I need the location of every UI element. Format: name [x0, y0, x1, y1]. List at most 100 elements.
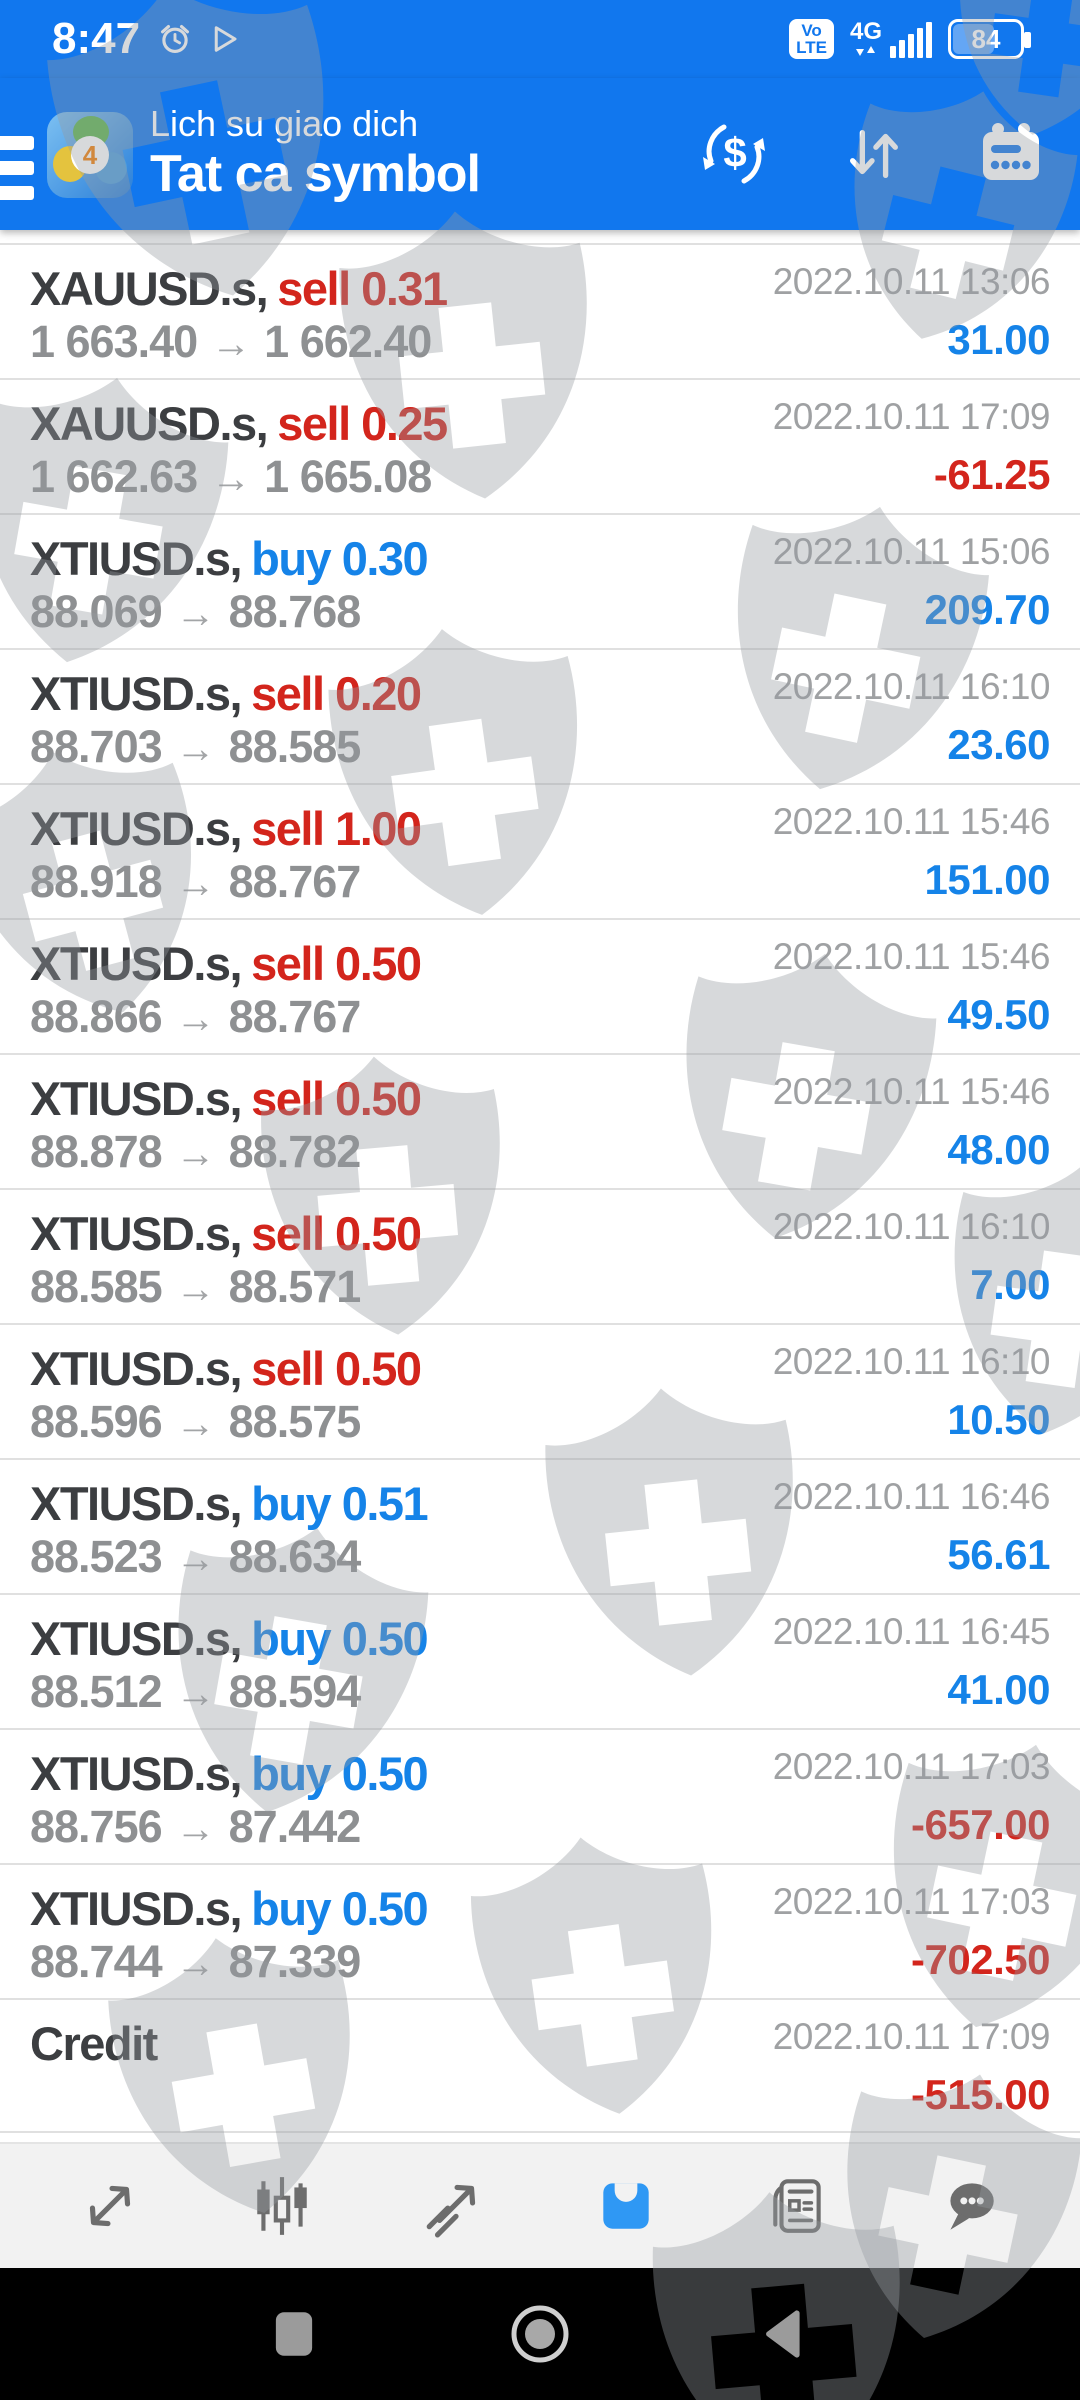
trade-row[interactable]: XTIUSD.s, sell 0.50 88.866 → 88.767 2022.10…	[0, 918, 1080, 1053]
row-prices: 1 663.40 → 1 662.40	[30, 316, 447, 368]
close-price: 1 665.08	[264, 451, 432, 502]
back-button[interactable]	[754, 2302, 818, 2366]
open-price: 1 662.63	[30, 451, 198, 502]
trade-row[interactable]: XTIUSD.s, sell 0.20 88.703 → 88.585 2022.10…	[0, 648, 1080, 783]
row-profit: -657.00	[911, 1801, 1050, 1848]
trade-row[interactable]: XTIUSD.s, sell 0.50 88.596 → 88.575 2022.10…	[0, 1323, 1080, 1458]
quotes-tab[interactable]	[76, 2172, 144, 2240]
row-datetime: 2022.10.11 16:46	[772, 1476, 1051, 1517]
row-profit: -61.25	[933, 451, 1051, 498]
battery-percent: 84	[971, 23, 1001, 54]
price-arrow-icon: →	[175, 997, 216, 1041]
news-icon	[773, 2179, 821, 2233]
row-datetime: 2022.10.11 15:46	[772, 936, 1051, 977]
row-prices: 88.585 → 88.571	[30, 1261, 421, 1313]
battery-indicator: 84	[948, 19, 1031, 59]
open-price: 88.523	[30, 1531, 163, 1582]
news-tab[interactable]	[764, 2172, 832, 2240]
price-arrow-icon: →	[211, 322, 251, 366]
recents-button[interactable]	[262, 2302, 326, 2366]
price-arrow-icon: →	[175, 1537, 216, 1581]
row-symbol: XTIUSD.s,	[30, 1072, 243, 1125]
close-price: 88.594	[228, 1666, 362, 1717]
trade-row[interactable]: XAUUSD.s, sell 0.25 1 662.63 → 1 665.08 202…	[0, 378, 1080, 513]
trade-tab[interactable]	[420, 2172, 488, 2240]
row-prices: 88.523 → 88.634	[30, 1531, 427, 1583]
exchange-dollar-icon[interactable]: $	[698, 118, 770, 190]
row-datetime: 2022.10.11 17:03	[772, 1881, 1051, 1922]
history-tab[interactable]	[592, 2172, 660, 2240]
open-price: 88.703	[30, 721, 163, 772]
price-arrow-icon: →	[175, 1132, 216, 1176]
network-type-label: 4G	[849, 18, 882, 45]
row-symbol: XTIUSD.s,	[30, 532, 243, 585]
home-button[interactable]	[508, 2302, 572, 2366]
row-prices: 88.878 → 88.782	[30, 1126, 421, 1178]
row-datetime: 2022.10.11 16:10	[772, 666, 1051, 707]
price-arrow-icon: →	[175, 1267, 216, 1311]
row-prices: 88.744 → 87.339	[30, 1936, 427, 1988]
close-price: 88.782	[228, 1126, 362, 1177]
row-datetime: 2022.10.11 16:45	[772, 1611, 1051, 1652]
mt4-badge: 4	[71, 136, 109, 174]
messages-tab[interactable]	[936, 2172, 1004, 2240]
close-price: 88.575	[228, 1396, 362, 1447]
row-profit: 48.00	[947, 1126, 1050, 1173]
price-arrow-icon: →	[175, 1672, 216, 1716]
row-datetime: 2022.10.11 16:10	[772, 1341, 1051, 1382]
trade-row[interactable]: XTIUSD.s, buy 0.51 88.523 → 88.634 2022.10.…	[0, 1458, 1080, 1593]
price-arrow-icon: →	[211, 457, 251, 501]
open-price: 88.596	[30, 1396, 163, 1447]
trade-row[interactable]: XTIUSD.s, buy 0.30 88.069 → 88.768 2022.10.…	[0, 513, 1080, 648]
trade-list: XAUUSD.s, sell 0.31 1 663.40 → 1 662.40 202…	[0, 230, 1080, 2133]
trade-row[interactable]: XTIUSD.s, sell 0.50 88.878 → 88.782 2022.10…	[0, 1053, 1080, 1188]
trade-row[interactable]: XTIUSD.s, buy 0.50 88.512 → 88.594 2022.10.…	[0, 1593, 1080, 1728]
row-profit: 10.50	[947, 1396, 1050, 1443]
row-side: buy 0.50	[251, 1882, 429, 1935]
row-symbol: XTIUSD.s,	[30, 667, 243, 720]
row-symbol: XTIUSD.s,	[30, 937, 243, 990]
row-side: sell 0.50	[251, 1072, 422, 1125]
row-datetime: 2022.10.11 15:46	[772, 801, 1051, 842]
close-price: 88.768	[228, 586, 362, 637]
row-prices: 88.703 → 88.585	[30, 721, 421, 773]
open-price: 88.918	[30, 856, 163, 907]
sort-arrows-icon[interactable]	[842, 123, 904, 185]
price-arrow-icon: →	[175, 1942, 216, 1986]
calendar-icon[interactable]	[976, 119, 1046, 189]
price-arrow-icon: →	[175, 1402, 216, 1446]
close-price: 88.767	[228, 991, 362, 1042]
price-arrow-icon: →	[175, 592, 216, 636]
row-prices: 88.512 → 88.594	[30, 1666, 427, 1718]
trade-row[interactable]: XTIUSD.s, buy 0.50 88.744 → 87.339 2022.10.…	[0, 1863, 1080, 1998]
row-datetime: 2022.10.11 17:09	[772, 2016, 1051, 2057]
row-side: buy 0.51	[251, 1477, 429, 1530]
trade-row[interactable]: XTIUSD.s, buy 0.50 88.756 → 87.442 2022.10.…	[0, 1728, 1080, 1863]
row-prices: 88.756 → 87.442	[30, 1801, 427, 1853]
menu-button[interactable]	[0, 136, 34, 211]
row-symbol: XTIUSD.s,	[30, 802, 243, 855]
charts-tab[interactable]	[248, 2172, 316, 2240]
trade-line-icon	[426, 2184, 476, 2238]
svg-text:$: $	[723, 129, 746, 176]
trade-row[interactable]: XTIUSD.s, sell 1.00 88.918 → 88.767 2022.10…	[0, 783, 1080, 918]
trade-row[interactable]: XTIUSD.s, sell 0.50 88.585 → 88.571 2022.10…	[0, 1188, 1080, 1323]
row-datetime: 2022.10.11 15:06	[772, 531, 1051, 572]
row-symbol: Credit	[30, 2017, 158, 2070]
open-price: 88.512	[30, 1666, 163, 1717]
row-datetime: 2022.10.11 17:09	[772, 396, 1051, 437]
volte-badge: Vo LTE	[789, 19, 834, 59]
open-price: 88.069	[30, 586, 163, 637]
trade-row[interactable]: Credit 2022.10.11 17:09 -515.00	[0, 1998, 1080, 2133]
page-title: Lich su giao dich	[150, 103, 419, 144]
row-side: sell 0.25	[277, 397, 448, 450]
row-side: sell 0.31	[277, 262, 448, 315]
close-price: 88.571	[228, 1261, 362, 1312]
row-prices: 1 662.63 → 1 665.08	[30, 451, 447, 503]
row-profit: 31.00	[947, 316, 1050, 363]
row-prices: 88.918 → 88.767	[30, 856, 421, 908]
row-symbol: XTIUSD.s,	[30, 1207, 243, 1260]
price-arrow-icon: →	[175, 862, 216, 906]
trade-row[interactable]: XAUUSD.s, sell 0.31 1 663.40 → 1 662.40 202…	[0, 243, 1080, 378]
